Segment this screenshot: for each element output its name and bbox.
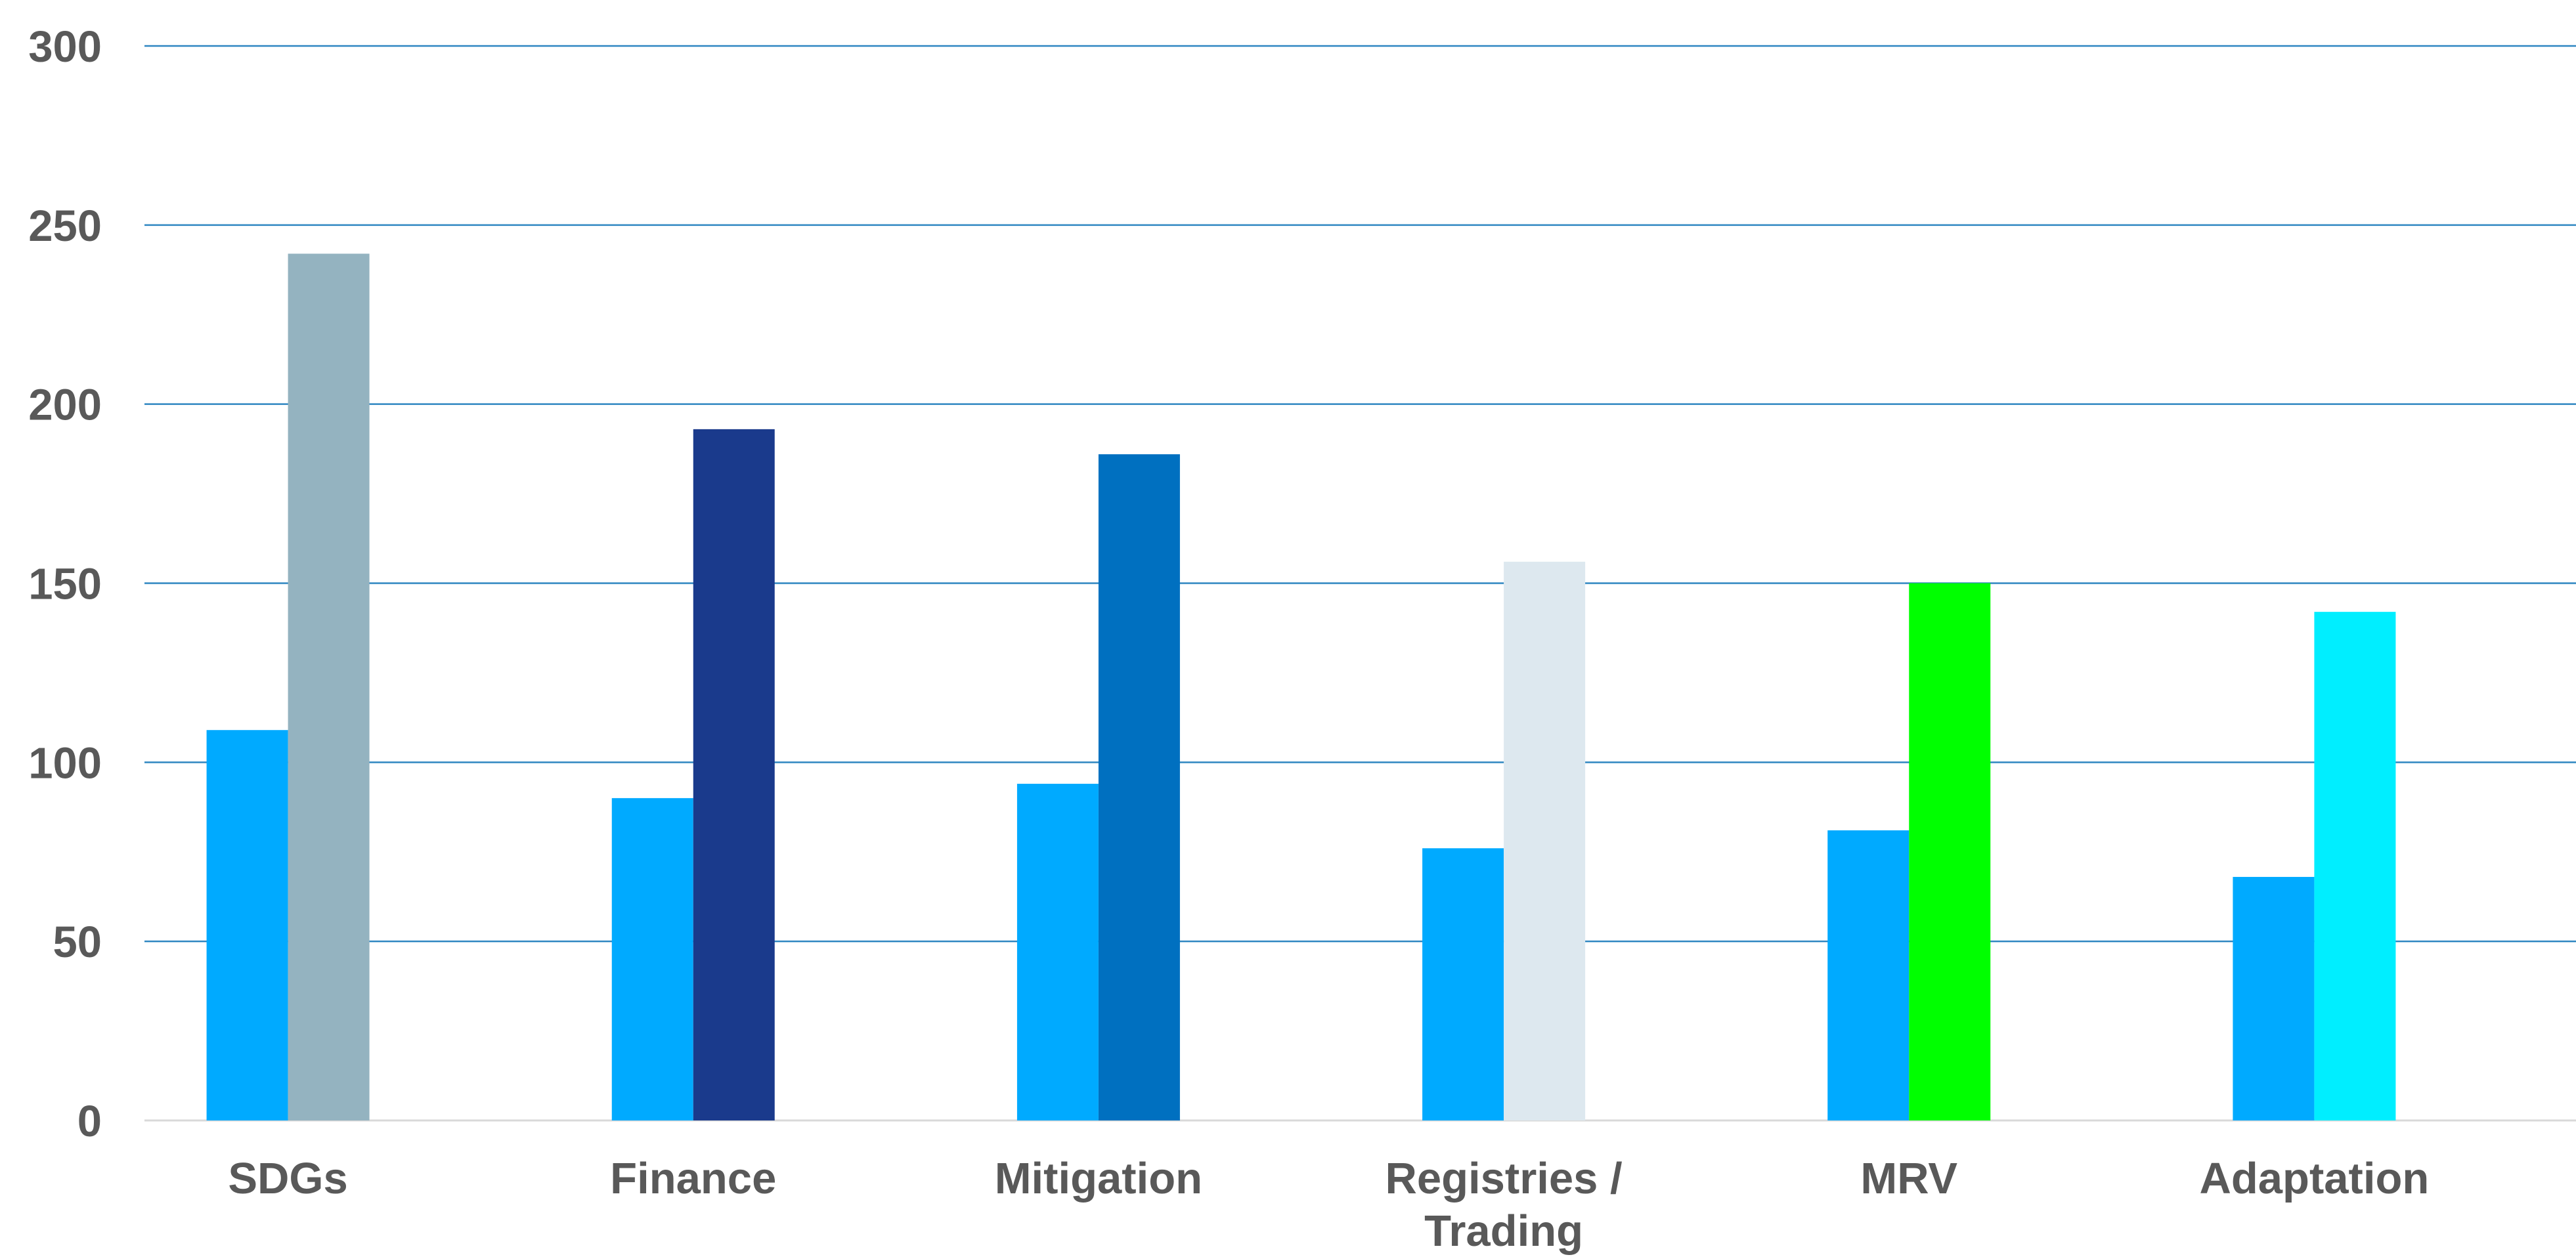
bar-2-3 (1504, 561, 1586, 1120)
y-tick-label: 150 (28, 560, 102, 609)
bar-1-3 (1422, 848, 1504, 1120)
x-category-label: MRV (1860, 1154, 1957, 1203)
bar-1-5 (2233, 876, 2315, 1120)
bar-2-4 (1909, 583, 1991, 1120)
y-tick-label: 300 (28, 22, 102, 72)
x-category-label: Mitigation (995, 1154, 1202, 1203)
bar-2-1 (693, 429, 775, 1121)
bars (206, 253, 2396, 1121)
y-tick-label: 0 (77, 1097, 102, 1146)
y-tick-label: 200 (28, 381, 102, 430)
y-tick-label: 250 (28, 202, 102, 251)
x-category-label: Adaptation (2199, 1154, 2429, 1203)
x-category-label: SDGs (228, 1154, 347, 1203)
bar-2-0 (288, 253, 370, 1120)
bar-1-4 (1827, 830, 1910, 1120)
x-axis-category-labels: SDGs Finance Mitigation Registries /Trading… (228, 1154, 2429, 1256)
y-tick-label: 100 (28, 738, 102, 788)
x-category-label: Trading (1424, 1206, 1583, 1256)
x-category-label: Finance (610, 1154, 776, 1203)
bar-1-1 (611, 798, 693, 1120)
x-category-label: Registries / (1385, 1154, 1622, 1203)
y-tick-label: 50 (53, 918, 102, 967)
bar-1-2 (1016, 784, 1099, 1120)
bar-2-2 (1098, 454, 1180, 1120)
gridlines (144, 45, 2576, 1122)
y-axis-tick-labels: 0 50 100 150 200 250 300 (28, 22, 102, 1146)
bar-2-5 (2314, 612, 2396, 1120)
bar-1-0 (206, 730, 288, 1120)
